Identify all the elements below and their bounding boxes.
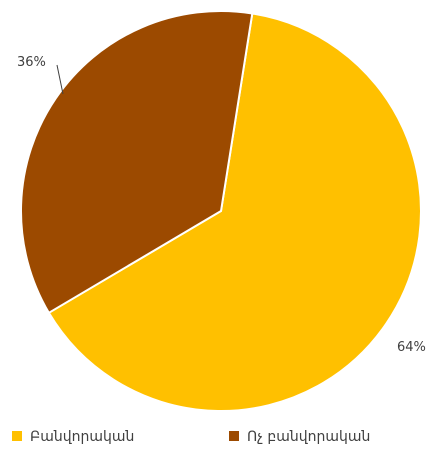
- legend: Բանվորական Ոչ բանվորական: [12, 429, 370, 445]
- slice-label-0: 64%: [397, 340, 426, 355]
- pie-slice-0: [47, 12, 422, 412]
- pie-slice-1: [20, 10, 254, 315]
- slice-label-1: 36%: [17, 55, 46, 70]
- legend-label-1: Ոչ բանվորական: [247, 429, 370, 445]
- legend-label-0: Բանվորական: [30, 429, 134, 445]
- legend-swatch-1: [229, 431, 239, 441]
- pie-slices: [20, 10, 422, 412]
- legend-swatch-0: [12, 431, 22, 441]
- label-leader-line-1: [56, 64, 64, 95]
